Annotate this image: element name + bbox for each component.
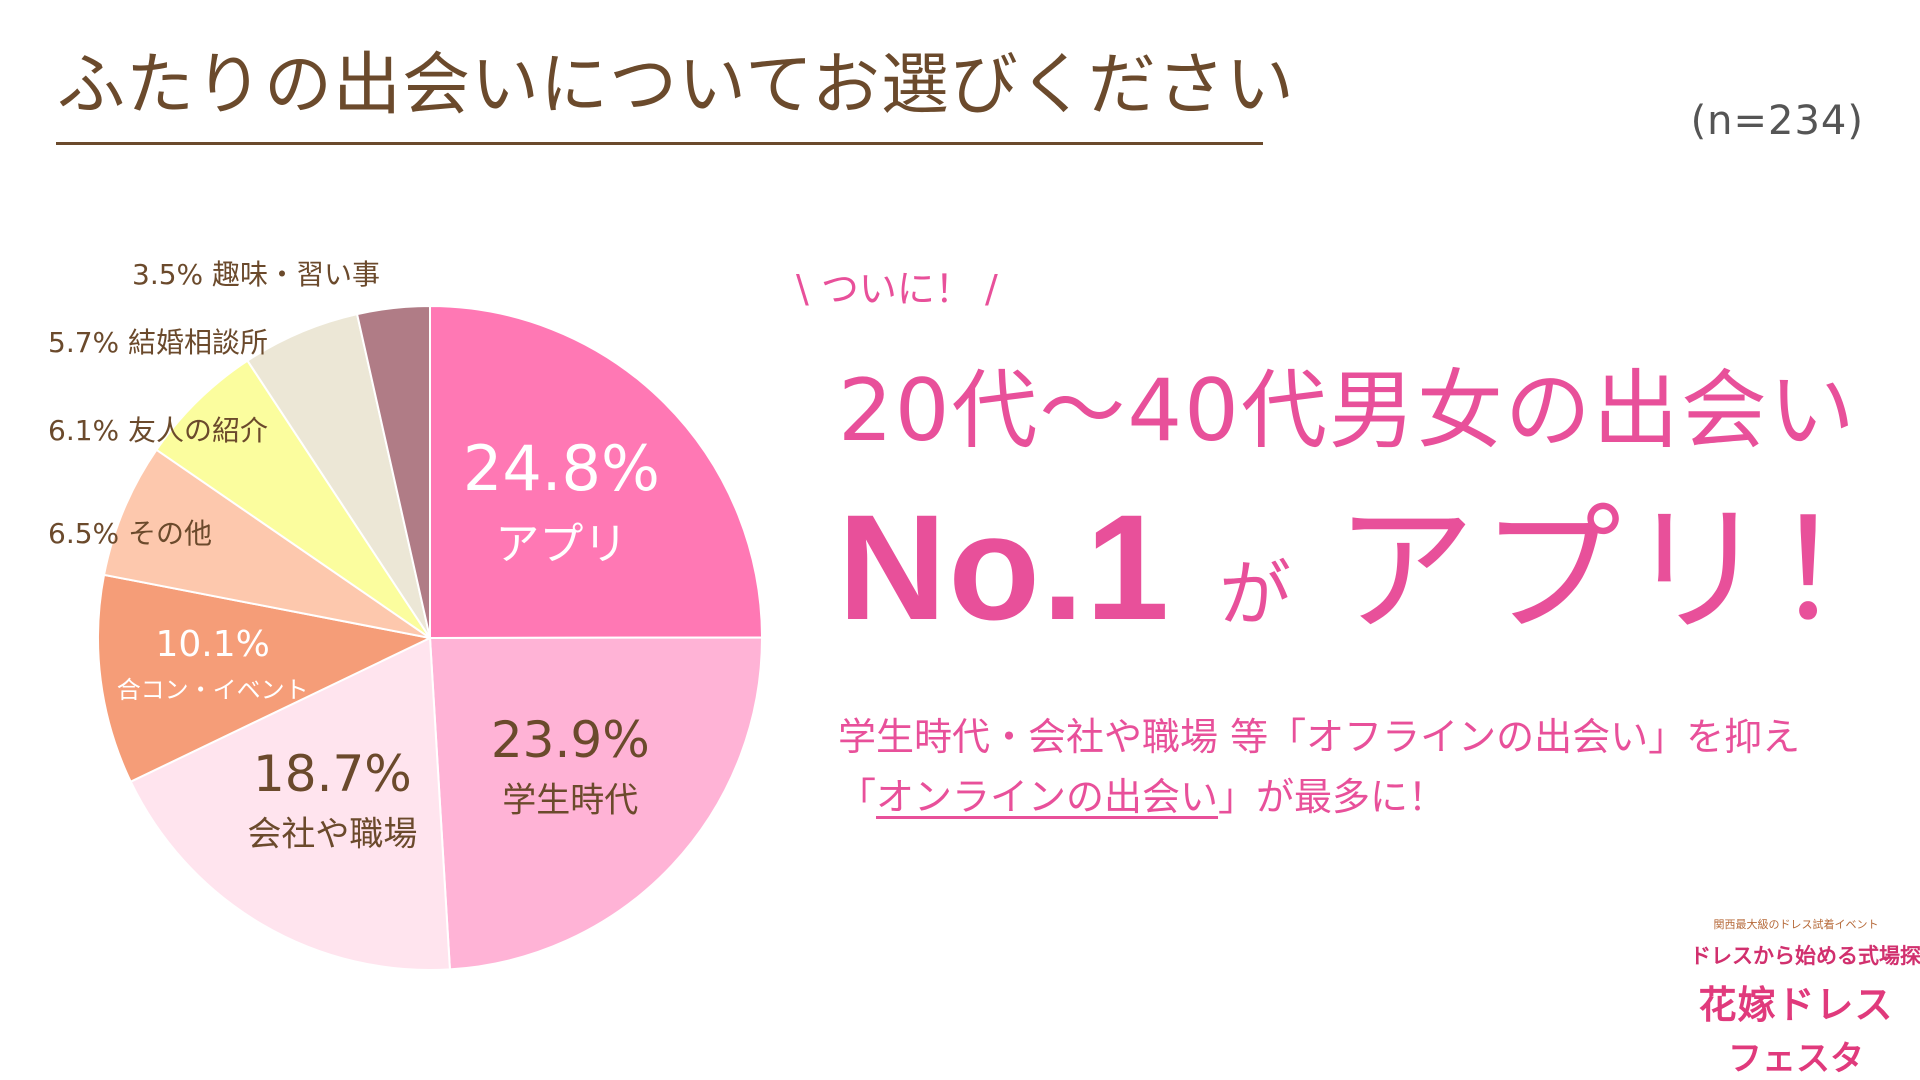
category-label-3: 会社や職場: [247, 815, 417, 855]
headline-result: No.1 が アプリ！: [838, 458, 1919, 653]
pie-chart: 24.8% アプリ 23.9% 学生時代 18.7% 会社や職場 10.1% 合コン・イベント…: [48, 258, 764, 971]
outside-label-7: 5.7% 結婚相談所: [48, 326, 268, 359]
summary-line-1: 学生時代・会社や職場 等「オフラインの出会い」を抑え: [838, 715, 1801, 759]
outside-label-8: 3.5% 趣味・習い事: [132, 258, 380, 291]
category-label-4: 合コン・イベント: [117, 676, 309, 704]
headline-app: アプリ！: [1335, 490, 1920, 653]
event-logo: 関西最大級のドレス試着イベント ドレスから始める式場探し 花嫁ドレス フェスタ: [1690, 916, 1920, 1080]
pie-slice-6: [155, 359, 431, 639]
pie-slice-8: [355, 304, 431, 639]
value-label-4: 10.1%: [156, 624, 270, 665]
summary-close-text: 」が最多に！: [1218, 775, 1447, 819]
title-underline: [56, 142, 1263, 145]
headline-audience: 20代〜40代男女の出会い: [838, 361, 1857, 461]
summary-open-bracket: 「: [838, 775, 877, 819]
outside-label-6: 6.1% 友人の紹介: [48, 414, 268, 447]
pie-slice-4: [97, 573, 434, 784]
logo-name-line2: フェスタ: [1728, 1039, 1864, 1079]
value-label-1: 24.8%: [463, 432, 660, 505]
category-label-2: 学生時代: [502, 781, 638, 821]
sample-size-label: (n=234): [1690, 98, 1864, 144]
pie-slice-5: [102, 448, 431, 639]
headline-no1: No.1: [838, 483, 1172, 651]
pie-slice-1: [429, 304, 764, 640]
summary-online-phrase: オンラインの出会い: [876, 775, 1219, 819]
pie-slice-3: [129, 636, 451, 971]
page-title: ふたりの出会いについてお選びください: [57, 46, 1295, 125]
value-label-2: 23.9%: [491, 711, 650, 769]
summary-line-2: 「オンラインの出会い」が最多に！: [838, 766, 1446, 821]
headline-particle: が: [1219, 552, 1292, 636]
logo-subtitle: ドレスから始める式場探し: [1690, 944, 1920, 968]
category-label-1: アプリ: [495, 519, 627, 570]
logo-name-line1: 花嫁ドレス: [1698, 983, 1894, 1027]
value-label-3: 18.7%: [253, 745, 412, 803]
pie-slice-2: [428, 636, 764, 971]
catch-phrase: \ ついに！ /: [796, 267, 998, 311]
logo-tagline: 関西最大級のドレス試着イベント: [1713, 918, 1879, 931]
outside-label-5: 6.5% その他: [48, 517, 212, 550]
